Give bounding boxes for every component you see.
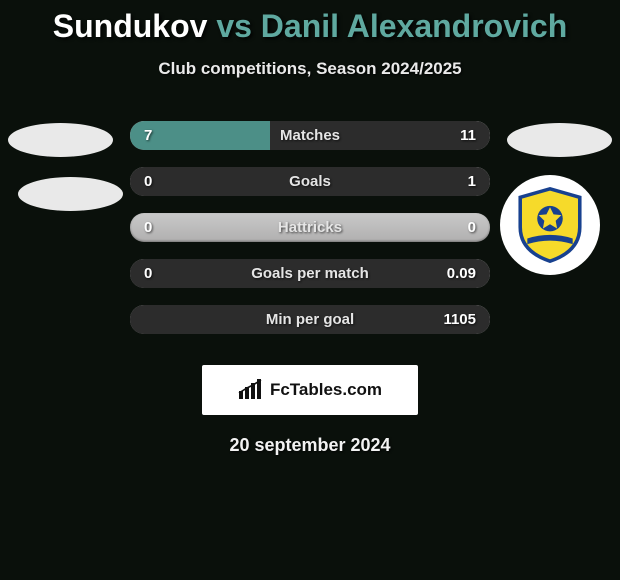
date-label: 20 september 2024 [0,435,620,456]
barchart-icon [238,379,264,401]
stat-bars: 711Matches 01Goals 00Hattricks 00.09Goals p… [130,121,490,351]
stat-bar: 1105Min per goal [130,305,490,334]
player2-badge-placeholder-1 [507,123,612,157]
stat-label: Hattricks [130,213,490,242]
club-shield-icon [514,186,586,264]
player2-club-badge [500,175,600,275]
player1-badge-placeholder-1 [8,123,113,157]
stat-bar: 00.09Goals per match [130,259,490,288]
source-badge: FcTables.com [202,365,418,415]
title-player2: Danil Alexandrovich [261,8,567,44]
stats-region: 711Matches 01Goals 00Hattricks 00.09Goals p… [0,121,620,351]
stat-label: Matches [130,121,490,150]
source-label: FcTables.com [270,380,382,400]
stat-bar: 00Hattricks [130,213,490,242]
stat-bar: 01Goals [130,167,490,196]
subtitle: Club competitions, Season 2024/2025 [0,59,620,79]
stat-label: Min per goal [130,305,490,334]
title-vs: vs [216,8,252,44]
stat-label: Goals [130,167,490,196]
stat-bar: 711Matches [130,121,490,150]
comparison-infographic: Sundukov vs Danil Alexandrovich Club com… [0,0,620,580]
player1-badge-placeholder-2 [18,177,123,211]
page-title: Sundukov vs Danil Alexandrovich [0,8,620,45]
stat-label: Goals per match [130,259,490,288]
title-player1: Sundukov [53,8,208,44]
